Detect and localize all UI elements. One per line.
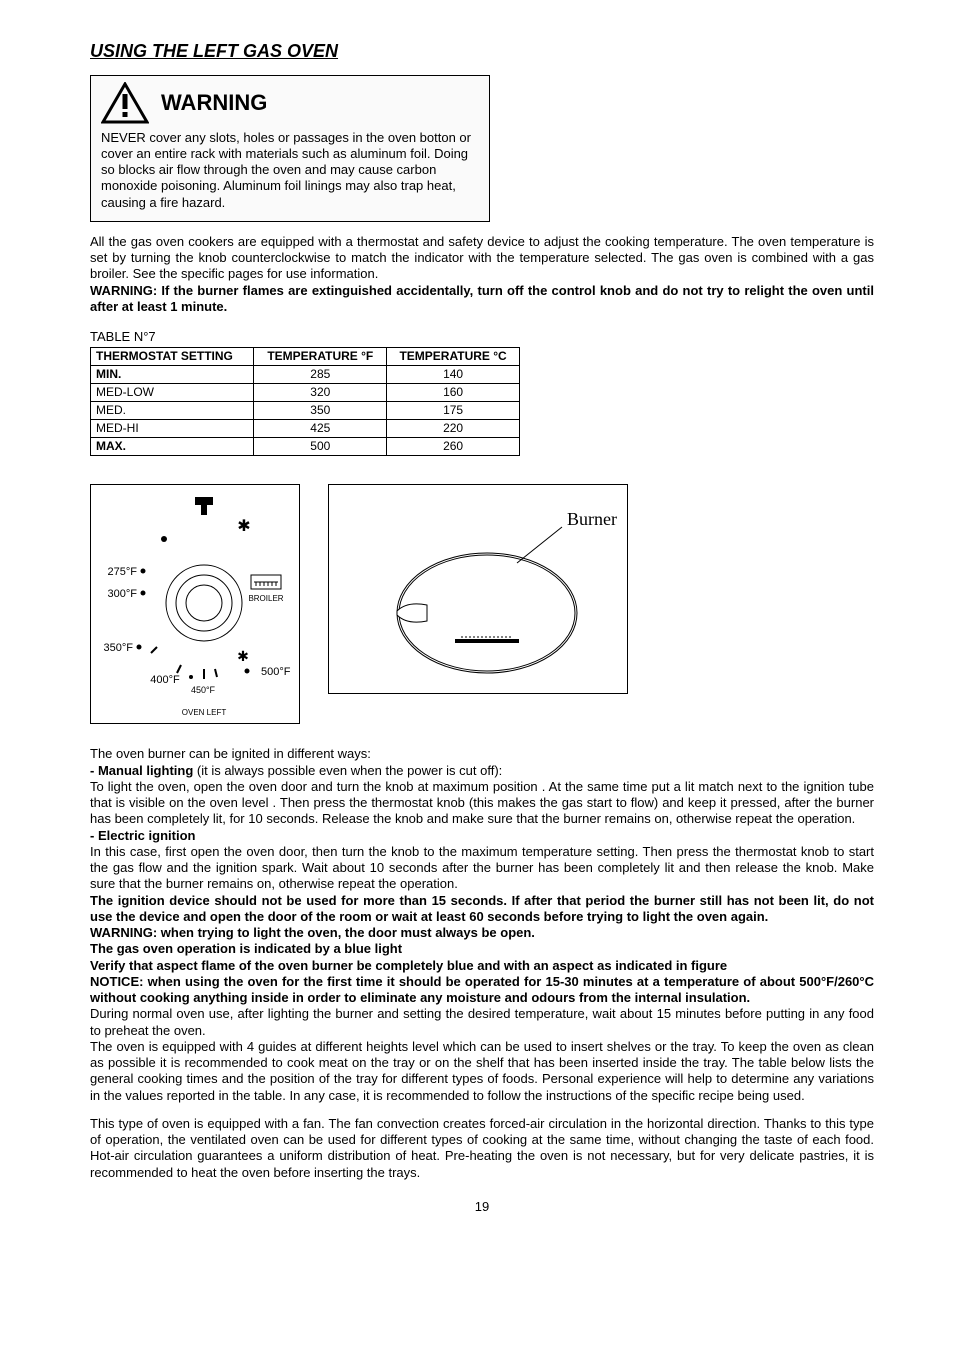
- p-guides: The oven is equipped with 4 guides at di…: [90, 1039, 874, 1104]
- warning-text: NEVER cover any slots, holes or passages…: [101, 130, 479, 211]
- cell-f: 500: [254, 438, 387, 456]
- warning-triangle-icon: [101, 82, 149, 124]
- cell-f: 320: [254, 384, 387, 402]
- svg-text:✱: ✱: [237, 518, 250, 535]
- manual-tail: (it is always possible even when the pow…: [193, 763, 502, 778]
- p-elec-head: - Electric ignition: [90, 828, 874, 844]
- svg-text:350°F: 350°F: [104, 642, 134, 654]
- th-c: TEMPERATURE °C: [387, 348, 520, 366]
- cell-c: 220: [387, 420, 520, 438]
- page-number: 19: [90, 1199, 874, 1215]
- table-row: MED. 350 175: [91, 402, 520, 420]
- table-row: MIN. 285 140: [91, 366, 520, 384]
- svg-text:275°F: 275°F: [108, 566, 138, 578]
- cell-label: MED.: [91, 402, 254, 420]
- burner-figure: Burner: [328, 484, 628, 694]
- intro-p1: All the gas oven cookers are equipped wi…: [90, 234, 874, 283]
- table-caption: TABLE N°7: [90, 329, 874, 345]
- broiler-label: BROILER: [248, 594, 283, 603]
- svg-text:OVEN LEFT: OVEN LEFT: [182, 708, 227, 717]
- cell-c: 160: [387, 384, 520, 402]
- table-header-row: THERMOSTAT SETTING TEMPERATURE °F TEMPER…: [91, 348, 520, 366]
- temperature-table: THERMOSTAT SETTING TEMPERATURE °F TEMPER…: [90, 347, 520, 456]
- p-flame: Verify that aspect flame of the oven bur…: [90, 958, 874, 974]
- cell-label: MED-HI: [91, 420, 254, 438]
- th-f: TEMPERATURE °F: [254, 348, 387, 366]
- cell-c: 260: [387, 438, 520, 456]
- warning-title: WARNING: [161, 89, 267, 117]
- svg-text:500°F: 500°F: [261, 666, 291, 678]
- cell-label: MIN.: [91, 366, 254, 384]
- svg-text:✱: ✱: [237, 648, 249, 664]
- p-preheat: During normal oven use, after lighting t…: [90, 1006, 874, 1039]
- svg-text:400°F: 400°F: [150, 674, 180, 686]
- p-manual-body: To light the oven, open the oven door an…: [90, 779, 874, 828]
- p-ign-warn: The ignition device should not be used f…: [90, 893, 874, 926]
- table-row: MED-LOW 320 160: [91, 384, 520, 402]
- p-manual: - Manual lighting (it is always possible…: [90, 763, 874, 779]
- p-blue: The gas oven operation is indicated by a…: [90, 941, 874, 957]
- body-copy: The oven burner can be ignited in differ…: [90, 746, 874, 1181]
- p-fan: This type of oven is equipped with a fan…: [90, 1116, 874, 1181]
- table-row: MAX. 500 260: [91, 438, 520, 456]
- intro-warning: WARNING: If the burner flames are exting…: [90, 283, 874, 316]
- p-notice: NOTICE: when using the oven for the firs…: [90, 974, 874, 1007]
- table-row: MED-HI 425 220: [91, 420, 520, 438]
- p-elec-body: In this case, first open the oven door, …: [90, 844, 874, 893]
- figures-row: ✱ BROILER 275°F 300°F 350°F 400°F 450°F: [90, 484, 874, 724]
- cell-f: 425: [254, 420, 387, 438]
- warning-head: WARNING: [101, 82, 479, 124]
- cell-f: 285: [254, 366, 387, 384]
- warning-box: WARNING NEVER cover any slots, holes or …: [90, 75, 490, 222]
- p-door-warn: WARNING: when trying to light the oven, …: [90, 925, 874, 941]
- svg-text:300°F: 300°F: [108, 588, 138, 600]
- intro-block: All the gas oven cookers are equipped wi…: [90, 234, 874, 315]
- cell-label: MAX.: [91, 438, 254, 456]
- th-setting: THERMOSTAT SETTING: [91, 348, 254, 366]
- cell-f: 350: [254, 402, 387, 420]
- manual-head: - Manual lighting: [90, 763, 193, 778]
- dial-figure: ✱ BROILER 275°F 300°F 350°F 400°F 450°F: [90, 484, 300, 724]
- cell-c: 175: [387, 402, 520, 420]
- p-ignite: The oven burner can be ignited in differ…: [90, 746, 874, 762]
- section-title: USING THE LEFT GAS OVEN: [90, 40, 874, 63]
- cell-label: MED-LOW: [91, 384, 254, 402]
- cell-c: 140: [387, 366, 520, 384]
- burner-label: Burner: [567, 509, 617, 529]
- svg-text:450°F: 450°F: [191, 685, 216, 695]
